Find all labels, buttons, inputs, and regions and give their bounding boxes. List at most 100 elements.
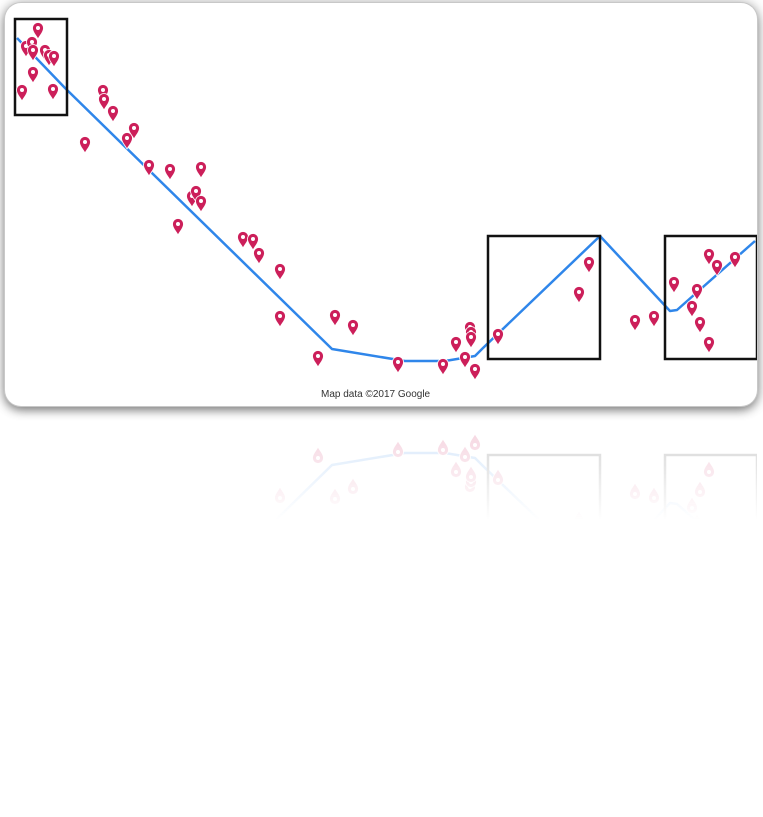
map-marker-pin-icon[interactable] (32, 22, 44, 40)
map-marker-pin-icon (143, 637, 155, 655)
map-marker-pin-icon (253, 549, 265, 567)
map-marker-pin-icon[interactable] (686, 300, 698, 318)
map-marker-pin-icon[interactable] (253, 247, 265, 265)
map-marker-pin-icon[interactable] (703, 336, 715, 354)
map-marker-pin-icon[interactable] (469, 363, 481, 381)
map-marker-pin-icon (469, 433, 481, 451)
map-marker-pin-icon (32, 774, 44, 792)
map-marker-pin-icon (274, 486, 286, 504)
map-marker-pin-icon (195, 635, 207, 653)
map-marker-pin-icon (583, 540, 595, 558)
map-marker-pin-icon (97, 712, 109, 730)
map-marker-pin-icon (312, 446, 324, 464)
map-marker-pin-icon (492, 468, 504, 486)
map-marker-pin-icon[interactable] (195, 161, 207, 179)
map-marker-pin-icon[interactable] (16, 84, 28, 102)
map-marker-pin-icon[interactable] (329, 309, 341, 327)
map-marker-pin-icon[interactable] (648, 310, 660, 328)
map-marker-pin-icon (629, 482, 641, 500)
map-marker-pin-icon[interactable] (703, 248, 715, 266)
highlight-box-3 (663, 453, 757, 580)
map-marker-pin-icon[interactable] (450, 336, 462, 354)
map-card: Map data ©2017 Google (5, 3, 757, 406)
map-marker-pin-icon (668, 520, 680, 538)
map-marker-pin-icon (79, 660, 91, 678)
map-marker-pin-icon[interactable] (629, 314, 641, 332)
highlight-box-layer (13, 17, 757, 361)
map-canvas[interactable] (5, 3, 757, 406)
marker-layer (16, 22, 741, 381)
map-marker-pin-icon[interactable] (247, 233, 259, 251)
map-marker-pin-icon (459, 445, 471, 463)
map-marker-pin-icon[interactable] (172, 218, 184, 236)
map-marker-pin-icon (729, 545, 741, 563)
map-marker-pin-icon[interactable] (492, 328, 504, 346)
map-marker-pin-icon[interactable] (691, 283, 703, 301)
map-marker-pin-icon[interactable] (583, 256, 595, 274)
map-marker-pin-icon[interactable] (237, 231, 249, 249)
highlight-box-3 (663, 234, 757, 361)
map-marker-pin-icon (186, 606, 198, 624)
map-marker-pin-icon[interactable] (79, 136, 91, 154)
map-marker-pin-icon[interactable] (729, 251, 741, 269)
map-marker-pin-icon (48, 746, 60, 764)
map-marker-pin-icon (465, 470, 477, 488)
map-marker-pin-icon[interactable] (392, 356, 404, 374)
map-marker-pin-icon (237, 565, 249, 583)
map-marker-pin-icon (450, 460, 462, 478)
map-marker-pin-icon[interactable] (47, 83, 59, 101)
map-marker-pin-icon[interactable] (27, 44, 39, 62)
map-marker-pin-icon[interactable] (347, 319, 359, 337)
highlight-box-1 (13, 17, 69, 117)
map-marker-pin-icon (121, 664, 133, 682)
route-layer (16, 37, 756, 363)
map-marker-pin-icon[interactable] (668, 276, 680, 294)
map-marker-pin-icon[interactable] (274, 310, 286, 328)
map-marker-pin-icon[interactable] (195, 195, 207, 213)
map-marker-pin-icon[interactable] (107, 105, 119, 123)
highlight-box-1 (13, 697, 69, 797)
map-marker-pin-icon (98, 703, 110, 721)
map-marker-pin-icon[interactable] (312, 350, 324, 368)
map-marker-pin-icon[interactable] (121, 132, 133, 150)
map-attribution: Map data ©2017 Google (321, 389, 431, 400)
map-marker-pin-icon[interactable] (694, 316, 706, 334)
map-marker-pin-icon (392, 440, 404, 458)
route-layer (16, 451, 756, 777)
map-marker-pin-icon[interactable] (465, 331, 477, 349)
map-marker-pin-icon[interactable] (27, 66, 39, 84)
map-marker-pin-icon (691, 513, 703, 531)
map-marker-pin-icon (16, 712, 28, 730)
map-marker-pin-icon (694, 480, 706, 498)
map-marker-pin-icon (26, 760, 38, 778)
map-marker-pin-icon (172, 578, 184, 596)
map-marker-pin-icon (573, 510, 585, 528)
map-marker-pin-icon (465, 465, 477, 483)
map-marker-pin-icon[interactable] (459, 351, 471, 369)
map-marker-pin-icon (43, 747, 55, 765)
map-marker-pin-icon[interactable] (128, 122, 140, 140)
map-marker-pin-icon (686, 496, 698, 514)
map-marker-pin-icon[interactable] (573, 286, 585, 304)
map-marker-pin-icon[interactable] (98, 93, 110, 111)
map-marker-pin-icon (47, 713, 59, 731)
map-marker-pin-icon (274, 533, 286, 551)
map-marker-pin-icon (190, 611, 202, 629)
reflection-map-copy (13, 433, 757, 797)
highlight-box-2 (486, 453, 602, 580)
map-marker-pin-icon (128, 674, 140, 692)
route-line (16, 37, 756, 363)
map-marker-pin-icon[interactable] (437, 358, 449, 376)
map-marker-pin-icon (247, 563, 259, 581)
map-marker-pin-icon[interactable] (164, 163, 176, 181)
map-marker-pin-icon (703, 460, 715, 478)
map-marker-pin-icon[interactable] (143, 159, 155, 177)
map-marker-pin-icon (20, 756, 32, 774)
map-marker-pin-icon (39, 752, 51, 770)
map-marker-pin-icon[interactable] (711, 259, 723, 277)
map-marker-pin-icon (27, 752, 39, 770)
highlight-box-2 (486, 234, 602, 361)
highlight-box-layer (13, 453, 757, 797)
map-marker-pin-icon[interactable] (274, 263, 286, 281)
map-marker-pin-icon[interactable] (48, 50, 60, 68)
